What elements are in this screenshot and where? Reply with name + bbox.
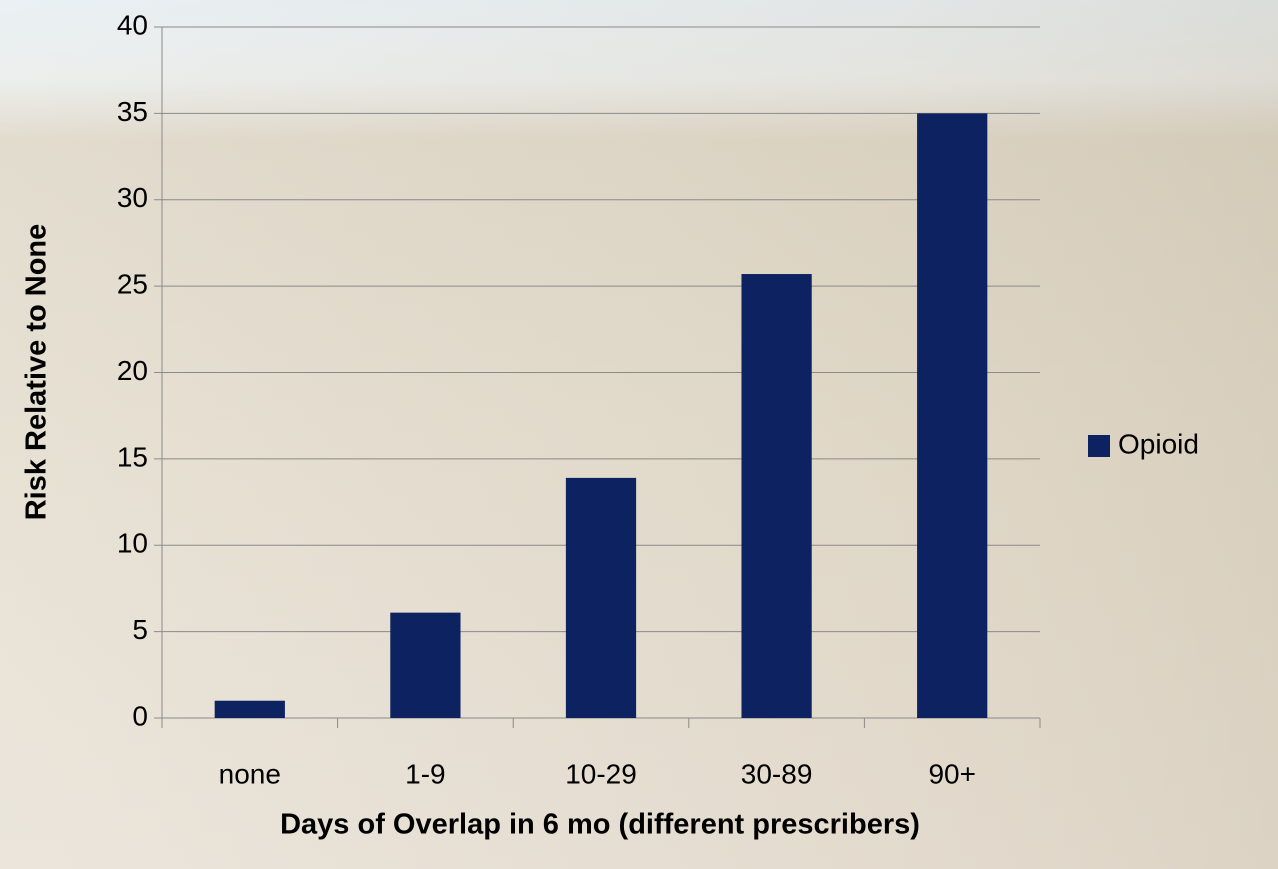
bar — [917, 113, 988, 718]
x-tick-label: 90+ — [928, 758, 976, 789]
bar — [214, 700, 285, 718]
x-tick-label: 30-89 — [741, 758, 813, 789]
y-tick-label: 30 — [117, 182, 148, 213]
bar — [390, 612, 461, 718]
y-tick-label: 35 — [117, 96, 148, 127]
x-axis-title: Days of Overlap in 6 mo (different presc… — [280, 809, 920, 841]
x-tick-label: 10-29 — [565, 758, 637, 789]
y-tick-label: 15 — [117, 441, 148, 472]
x-tick-label: 1-9 — [405, 758, 445, 789]
legend-swatch — [1088, 435, 1110, 457]
y-tick-label: 40 — [117, 9, 148, 40]
y-tick-label: 0 — [132, 700, 148, 731]
y-axis-title: Risk Relative to None — [21, 224, 53, 521]
bar — [565, 477, 637, 718]
y-tick-label: 5 — [132, 614, 148, 645]
y-tick-label: 20 — [117, 355, 148, 386]
legend-label: Opioid — [1118, 428, 1199, 459]
bar — [741, 274, 812, 718]
x-tick-label: none — [219, 758, 281, 789]
y-tick-label: 25 — [117, 269, 148, 300]
y-tick-label: 10 — [117, 528, 148, 559]
